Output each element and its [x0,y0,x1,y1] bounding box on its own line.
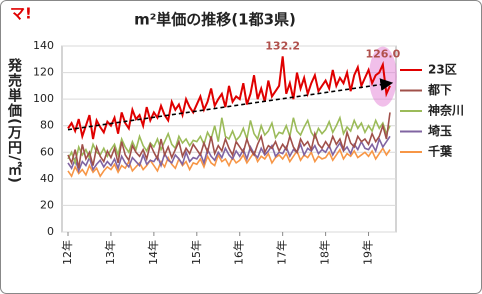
y-tick-label: 60 [40,145,54,158]
annotation: 132.2 [265,39,300,52]
series-line [67,115,391,166]
y-tick-label: 20 [40,198,54,211]
x-tick-label: 16年 [232,240,246,265]
series-line [67,146,391,178]
trend-line [67,78,394,131]
legend-label: 千葉 [428,144,453,159]
annotation: 126.0 [365,48,400,61]
y-axis-label: 発売単価(万円/㎡) [6,57,23,184]
y-tick-label: 120 [33,66,54,79]
x-tick-label: 12年 [60,240,74,265]
legend-label: 都下 [427,82,452,97]
legend-label: 神奈川 [428,103,464,118]
logo: マ! [10,5,32,23]
y-tick-label: 140 [33,39,54,52]
x-tick-label: 15年 [189,240,203,265]
x-tick-label: 18年 [318,240,332,265]
y-tick-label: 0 [47,225,54,238]
legend-label: 23区 [428,63,457,77]
highlight [368,46,397,107]
x-tick-label: 17年 [275,240,289,265]
legend-label: 埼玉 [428,123,452,138]
x-tick-label: 14年 [146,240,160,265]
x-tick-label: 19年 [361,240,375,265]
y-tick-label: 100 [33,92,54,105]
series-line [67,135,391,174]
x-tick-label: 13年 [103,240,117,265]
y-tick-label: 80 [40,119,54,132]
series-line [67,112,391,169]
series-line [67,56,391,141]
chart-title: m²単価の推移(1都3県) [134,11,296,29]
y-tick-label: 40 [40,172,54,185]
